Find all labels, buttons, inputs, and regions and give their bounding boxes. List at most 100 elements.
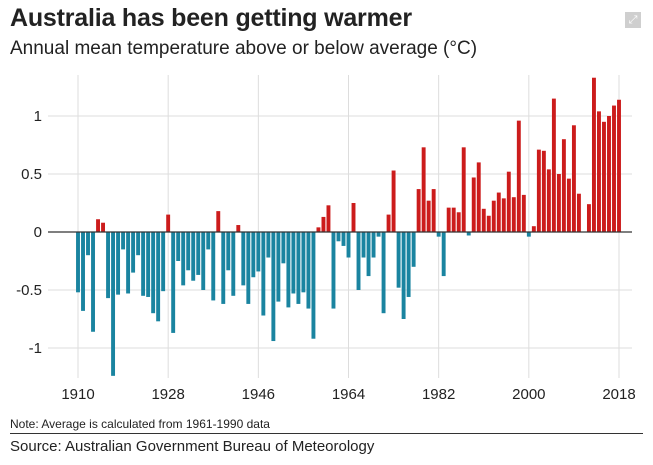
bar-1916	[106, 232, 111, 299]
bar-1938	[216, 211, 221, 232]
bar-1975	[401, 232, 406, 319]
bar-2006	[556, 174, 561, 232]
y-tick-label: 0.5	[21, 166, 42, 183]
bar-1987	[461, 147, 466, 232]
bar-1998	[516, 120, 521, 232]
bar-1942	[236, 225, 241, 232]
bar-1929	[171, 232, 176, 333]
bar-1931	[181, 232, 186, 286]
bar-1946	[256, 232, 261, 272]
bar-1917	[111, 232, 116, 376]
bar-2016	[607, 116, 611, 232]
bar-1936	[206, 232, 211, 250]
bar-1919	[121, 232, 126, 250]
grid-lines	[48, 75, 632, 378]
bar-1948	[266, 232, 271, 258]
bar-1979	[421, 147, 426, 232]
bar-1926	[156, 232, 161, 322]
bar-1995	[501, 198, 506, 232]
bar-1976	[406, 232, 411, 297]
bar-1953	[291, 232, 296, 294]
bar-1951	[281, 232, 286, 264]
bar-1927	[161, 232, 166, 292]
bar-1950	[276, 232, 281, 302]
bar-1910	[76, 232, 80, 293]
bar-1977	[411, 232, 416, 267]
bar-1956	[306, 232, 311, 309]
y-tick-label: 1	[34, 108, 42, 125]
bar-2009	[571, 125, 576, 232]
bar-1970	[376, 232, 381, 237]
x-tick-label: 2000	[512, 386, 545, 403]
bar-1949	[271, 232, 276, 342]
bar-1986	[456, 212, 461, 232]
bar-1982	[436, 232, 441, 237]
bar-1923	[141, 232, 146, 296]
x-axis-ticks: 1910 1928 1946 1964 1982 2000 2018	[61, 386, 635, 403]
bar-1921	[131, 232, 136, 273]
x-tick-label: 1964	[332, 386, 365, 403]
bar-1933	[191, 232, 196, 281]
bar-2001	[531, 226, 536, 232]
bar-1952	[286, 232, 291, 308]
bar-1983	[441, 232, 446, 277]
x-tick-label: 2018	[602, 386, 635, 403]
bar-1925	[151, 232, 156, 314]
bar-1932	[186, 232, 191, 271]
x-tick-label: 1928	[151, 386, 184, 403]
bar-1913	[91, 232, 95, 332]
bar-1947	[261, 232, 266, 316]
bar-1973	[391, 170, 396, 232]
bar-1985	[451, 207, 456, 232]
chart-subtitle: Annual mean temperature above or below a…	[10, 38, 478, 59]
bar-1928	[166, 214, 171, 232]
bar-1960	[326, 205, 331, 232]
bar-1981	[431, 189, 436, 232]
bar-1958	[316, 227, 321, 232]
bar-1918	[116, 232, 121, 295]
bar-2003	[541, 150, 546, 232]
bar-1930	[176, 232, 181, 261]
bar-1994	[496, 192, 501, 232]
bar-2005	[551, 98, 556, 232]
bar-1912	[86, 232, 90, 256]
bar-1922	[136, 232, 141, 256]
y-axis-ticks: 1 0.5 0 -0.5 -1	[16, 108, 42, 357]
bar-1955	[301, 232, 306, 293]
footer-divider	[10, 433, 643, 434]
bar-1974	[396, 232, 401, 288]
bar-1924	[146, 232, 151, 297]
bar-1937	[211, 232, 216, 301]
bar-1968	[366, 232, 371, 277]
bar-1971	[381, 232, 386, 314]
x-tick-label: 1982	[422, 386, 455, 403]
bar-2013	[592, 77, 596, 232]
x-tick-label: 1910	[61, 386, 94, 403]
chart-title: Australia has been getting warmer	[10, 4, 412, 32]
expand-icon[interactable]: ⤢	[625, 12, 641, 28]
bar-1961	[331, 232, 336, 309]
bar-1997	[511, 197, 516, 232]
bar-1935	[201, 232, 206, 290]
y-tick-label: 0	[34, 224, 42, 241]
bar-2015	[602, 121, 606, 232]
bar-1978	[416, 189, 421, 232]
y-tick-label: -1	[29, 340, 42, 357]
bar-1954	[296, 232, 301, 304]
bar-1957	[311, 232, 316, 339]
bar-2002	[536, 149, 541, 232]
bar-1964	[346, 232, 351, 258]
bar-1993	[491, 200, 496, 232]
bar-1941	[231, 232, 236, 296]
x-tick-label: 1946	[242, 386, 275, 403]
bar-1911	[81, 232, 85, 311]
bar-1920	[126, 232, 131, 294]
bar-2018	[617, 99, 621, 232]
bar-1984	[446, 207, 451, 232]
bar-1992	[486, 215, 491, 232]
bar-1939	[221, 232, 226, 304]
bar-1972	[386, 214, 391, 232]
bar-1943	[241, 232, 246, 286]
bar-1915	[101, 222, 105, 232]
